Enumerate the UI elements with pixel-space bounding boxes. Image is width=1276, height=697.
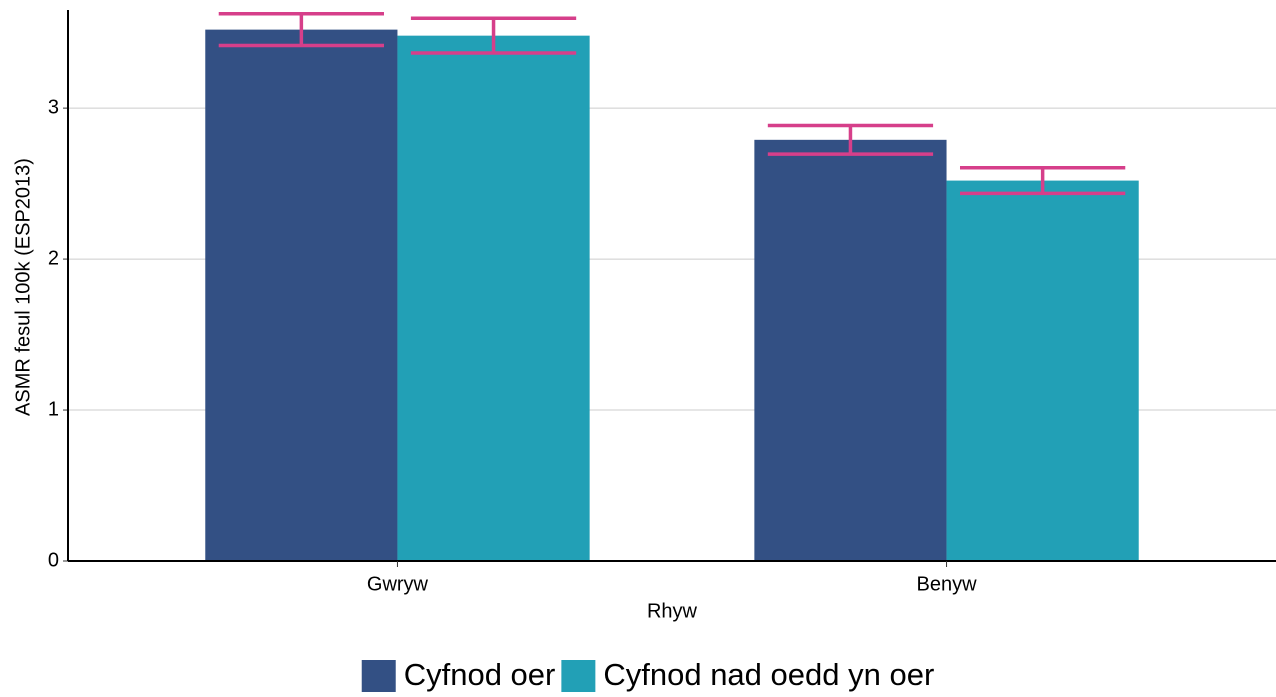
bar — [205, 29, 398, 562]
y-axis-label: ASMR fesul 100k (ESP2013) — [12, 158, 34, 416]
error-bar — [410, 16, 577, 55]
legend-label: Cyfnod nad oedd yn oer — [603, 657, 934, 692]
y-tick-label: 2 — [48, 247, 59, 269]
bar — [397, 35, 590, 561]
y-tick-label: 0 — [48, 549, 59, 571]
x-tick-label: Benyw — [917, 573, 978, 595]
x-axis-label: Rhyw — [647, 600, 698, 622]
legend-swatch — [361, 660, 396, 692]
error-bar — [218, 12, 385, 48]
error-bar — [959, 166, 1126, 196]
x-tick-label: Gwryw — [367, 573, 429, 595]
bar — [946, 180, 1139, 561]
bar — [754, 139, 947, 562]
y-tick-label: 3 — [48, 96, 59, 118]
legend-swatch — [561, 660, 596, 692]
error-bar — [767, 123, 934, 156]
y-tick-label: 1 — [48, 398, 59, 420]
legend-label: Cyfnod oer — [404, 657, 556, 692]
